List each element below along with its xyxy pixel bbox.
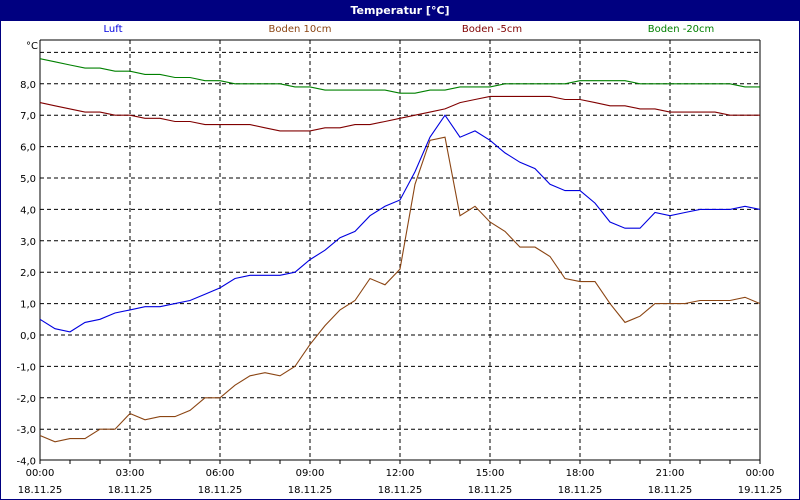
y-unit-label: °C (26, 41, 38, 52)
x-tick-date: 18.11.25 (558, 485, 603, 496)
x-tick-date: 18.11.25 (108, 485, 153, 496)
y-tick-label: 6,0 (20, 143, 36, 154)
y-tick-label: -1,0 (16, 362, 36, 373)
y-tick-label: 7,0 (20, 111, 36, 122)
x-tick-date: 19.11.25 (738, 485, 783, 496)
series-boden-5cm (39, 95, 760, 132)
x-tick-date: 18.11.25 (378, 485, 423, 496)
y-tick-label: 8,0 (20, 80, 36, 91)
x-tick-time: 00:00 (746, 468, 775, 479)
legend-item: Boden -20cm (647, 24, 715, 35)
legend-item: Boden 10cm (268, 24, 332, 35)
x-tick-time: 15:00 (476, 468, 505, 479)
x-tick-time: 21:00 (656, 468, 685, 479)
y-tick-label: -4,0 (16, 457, 36, 468)
x-tick-time: 00:00 (26, 468, 55, 479)
x-tick-time: 06:00 (206, 468, 235, 479)
y-tick-label: 5,0 (20, 174, 36, 185)
x-tick-date: 18.11.25 (648, 485, 693, 496)
legend-item: Boden -5cm (461, 24, 523, 35)
y-tick-label: 3,0 (20, 237, 36, 248)
y-tick-label: 4,0 (20, 205, 36, 216)
y-tick-label: 0,0 (20, 331, 36, 342)
y-tick-label: -3,0 (16, 425, 36, 436)
x-tick-time: 18:00 (566, 468, 595, 479)
x-tick-date: 18.11.25 (18, 485, 63, 496)
y-tick-label: -2,0 (16, 394, 36, 405)
y-tick-label: 2,0 (20, 268, 36, 279)
legend-item: Luft (103, 24, 123, 35)
series-luft (39, 114, 761, 333)
x-tick-time: 09:00 (296, 468, 325, 479)
x-tick-date: 18.11.25 (288, 485, 333, 496)
y-tick-label: 1,0 (20, 300, 36, 311)
window-title: Temperatur [°C] (1, 1, 799, 21)
x-tick-date: 18.11.25 (468, 485, 513, 496)
x-tick-time: 03:00 (116, 468, 145, 479)
series-boden-20cm (39, 58, 760, 94)
series-boden-10cm (39, 136, 761, 443)
x-tick-date: 18.11.25 (198, 485, 243, 496)
x-tick-time: 12:00 (386, 468, 415, 479)
